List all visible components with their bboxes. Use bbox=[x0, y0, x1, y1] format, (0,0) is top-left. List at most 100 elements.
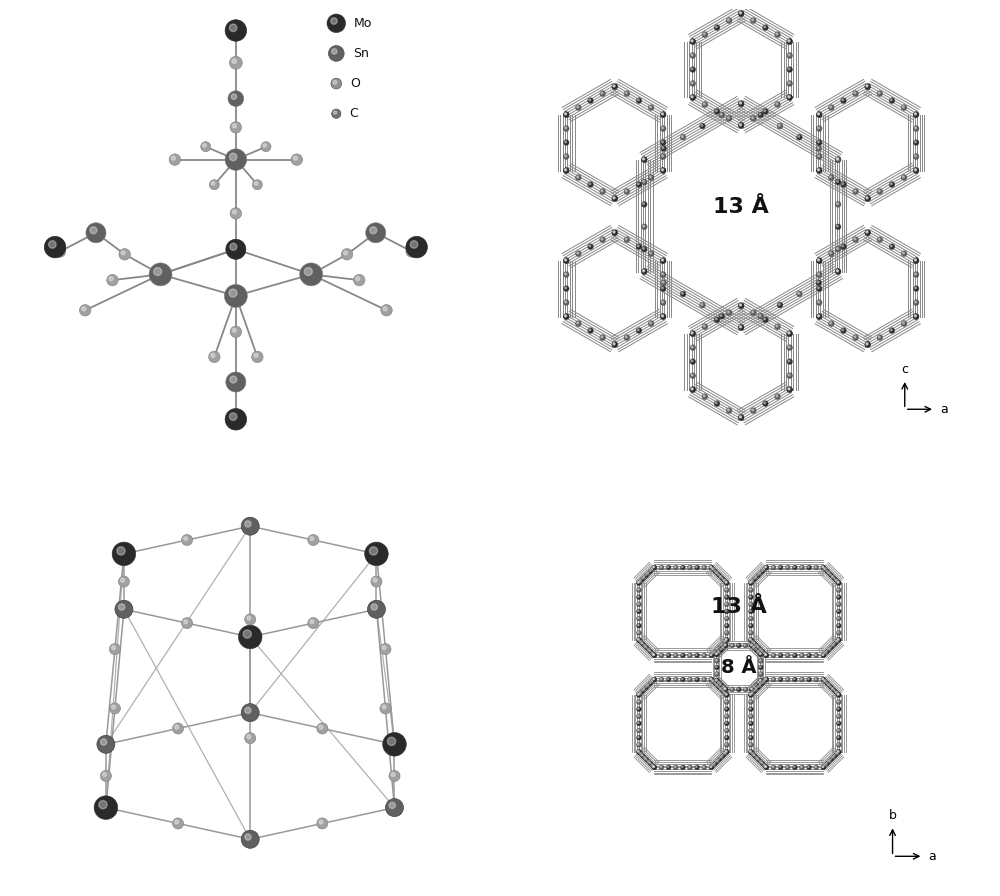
Circle shape bbox=[759, 653, 761, 654]
Circle shape bbox=[914, 127, 916, 129]
Circle shape bbox=[757, 758, 759, 760]
Circle shape bbox=[651, 764, 653, 766]
Circle shape bbox=[613, 343, 615, 345]
Circle shape bbox=[720, 575, 721, 577]
Circle shape bbox=[816, 125, 822, 132]
Circle shape bbox=[304, 268, 312, 276]
Circle shape bbox=[837, 715, 839, 717]
Circle shape bbox=[702, 31, 708, 38]
Circle shape bbox=[764, 402, 766, 404]
Circle shape bbox=[680, 134, 686, 140]
Circle shape bbox=[331, 18, 337, 24]
Circle shape bbox=[866, 197, 868, 199]
Circle shape bbox=[837, 722, 839, 724]
Circle shape bbox=[751, 18, 756, 23]
Circle shape bbox=[714, 678, 719, 683]
Circle shape bbox=[801, 654, 802, 656]
Circle shape bbox=[836, 616, 841, 621]
Circle shape bbox=[818, 259, 819, 261]
Circle shape bbox=[758, 652, 763, 657]
Circle shape bbox=[738, 11, 744, 16]
Circle shape bbox=[588, 328, 593, 333]
Circle shape bbox=[660, 766, 662, 768]
Circle shape bbox=[823, 763, 828, 768]
Circle shape bbox=[866, 343, 868, 345]
Circle shape bbox=[667, 566, 669, 568]
Circle shape bbox=[785, 653, 790, 658]
Circle shape bbox=[835, 641, 837, 642]
Circle shape bbox=[642, 686, 647, 692]
Circle shape bbox=[565, 168, 567, 171]
Circle shape bbox=[383, 306, 387, 311]
Circle shape bbox=[367, 600, 385, 618]
Circle shape bbox=[667, 678, 669, 680]
Circle shape bbox=[748, 707, 753, 711]
Circle shape bbox=[865, 84, 870, 90]
Circle shape bbox=[726, 310, 732, 315]
Circle shape bbox=[230, 243, 237, 250]
Circle shape bbox=[832, 642, 837, 646]
Circle shape bbox=[225, 409, 247, 430]
Circle shape bbox=[841, 98, 846, 103]
Circle shape bbox=[649, 682, 651, 684]
Circle shape bbox=[245, 614, 256, 625]
Circle shape bbox=[690, 53, 696, 58]
Circle shape bbox=[761, 650, 763, 651]
Circle shape bbox=[765, 766, 767, 768]
Circle shape bbox=[749, 722, 751, 724]
Circle shape bbox=[640, 577, 645, 582]
Circle shape bbox=[715, 110, 717, 112]
Circle shape bbox=[94, 796, 118, 820]
Circle shape bbox=[764, 110, 766, 112]
Circle shape bbox=[725, 582, 727, 583]
Circle shape bbox=[107, 274, 118, 286]
Circle shape bbox=[230, 122, 242, 134]
Circle shape bbox=[688, 765, 692, 770]
Circle shape bbox=[738, 101, 744, 107]
Circle shape bbox=[748, 638, 753, 642]
Circle shape bbox=[577, 106, 579, 108]
Circle shape bbox=[649, 252, 651, 254]
Circle shape bbox=[652, 765, 657, 770]
Circle shape bbox=[814, 677, 819, 682]
Circle shape bbox=[825, 761, 830, 766]
Circle shape bbox=[749, 582, 751, 583]
Circle shape bbox=[660, 168, 666, 173]
Circle shape bbox=[788, 388, 790, 390]
Circle shape bbox=[333, 111, 337, 114]
Circle shape bbox=[836, 225, 838, 227]
Circle shape bbox=[641, 224, 647, 229]
Circle shape bbox=[636, 98, 642, 103]
Circle shape bbox=[674, 566, 676, 568]
Circle shape bbox=[719, 686, 723, 692]
Circle shape bbox=[637, 245, 639, 247]
Circle shape bbox=[713, 681, 718, 685]
Circle shape bbox=[725, 701, 727, 702]
Circle shape bbox=[837, 694, 839, 695]
Circle shape bbox=[691, 388, 693, 390]
Circle shape bbox=[807, 565, 812, 570]
Circle shape bbox=[317, 818, 328, 829]
Circle shape bbox=[563, 168, 569, 173]
Circle shape bbox=[821, 677, 826, 682]
Circle shape bbox=[696, 566, 697, 568]
Circle shape bbox=[836, 693, 841, 697]
Circle shape bbox=[792, 765, 797, 770]
Circle shape bbox=[646, 647, 651, 652]
Circle shape bbox=[715, 571, 720, 576]
Circle shape bbox=[755, 575, 757, 577]
Circle shape bbox=[691, 96, 693, 98]
Circle shape bbox=[724, 644, 726, 646]
Circle shape bbox=[765, 678, 767, 680]
Circle shape bbox=[636, 693, 641, 697]
Circle shape bbox=[653, 654, 655, 656]
Circle shape bbox=[808, 678, 809, 680]
Circle shape bbox=[232, 59, 236, 64]
Circle shape bbox=[821, 653, 826, 658]
Circle shape bbox=[801, 566, 802, 568]
Circle shape bbox=[817, 281, 819, 283]
Circle shape bbox=[750, 687, 754, 692]
Circle shape bbox=[154, 268, 162, 276]
Circle shape bbox=[837, 708, 839, 710]
Circle shape bbox=[712, 764, 714, 766]
